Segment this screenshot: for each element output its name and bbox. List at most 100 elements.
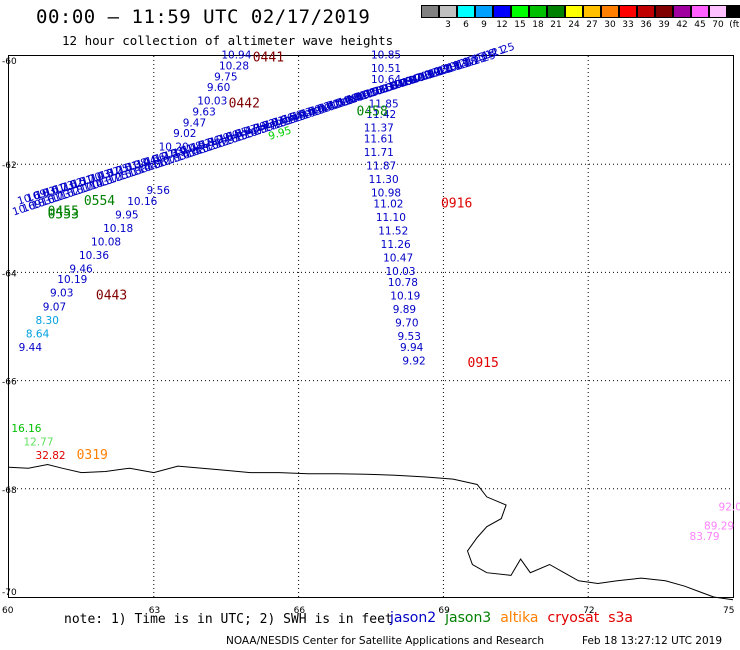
scale-bin: 42	[672, 5, 691, 30]
satellite-cryosat: cryosat	[547, 610, 600, 626]
scale-swatch	[708, 5, 727, 18]
swh-value: 10.94	[221, 50, 251, 62]
footnote: note: 1) Time is in UTC; 2) SWH is in fe…	[64, 612, 393, 627]
pass-time-label: 0441	[253, 50, 284, 65]
swh-value: 9.95	[115, 209, 138, 221]
scale-bin: 45	[690, 5, 709, 30]
swh-value: 10.85	[371, 50, 401, 62]
scale-bin: 36	[636, 5, 655, 30]
swh-value: 11.26	[381, 239, 411, 251]
swh-value: 12.77	[23, 437, 53, 449]
scale-swatch	[456, 5, 475, 18]
swh-value: 10.20	[159, 142, 189, 154]
swh-value: 9.03	[50, 288, 73, 300]
scale-swatch	[564, 5, 583, 18]
pass-time-label: 0916	[441, 196, 472, 211]
swh-value: 10.98	[371, 188, 401, 200]
scale-swatch	[528, 5, 547, 18]
swh-value: 9.75	[214, 71, 237, 83]
swh-value: 11.87	[366, 161, 396, 173]
scale-swatch	[654, 5, 673, 18]
swh-value: 11.02	[373, 198, 403, 210]
lat-label: -68	[2, 486, 17, 496]
scale-swatch	[600, 5, 619, 18]
pass-time-label: 0455	[48, 205, 79, 220]
swh-value: 10.36	[79, 250, 109, 262]
lon-label: 63	[149, 606, 160, 616]
swh-value: 8.64	[26, 328, 50, 340]
lon-label: 72	[583, 606, 594, 616]
pass-time-label: 0554	[84, 194, 115, 209]
swh-value: 11.85	[369, 98, 399, 110]
swh-value: 11.25	[465, 49, 497, 69]
scale-bin	[420, 5, 439, 30]
scale-swatch	[546, 5, 565, 18]
swh-value: 10.19	[57, 274, 87, 286]
swh-value: 11.10	[376, 212, 406, 224]
scale-label: 9	[481, 20, 487, 30]
scale-swatch	[690, 5, 709, 18]
scale-bin: 12	[492, 5, 511, 30]
scale-bin: 6	[456, 5, 475, 30]
scale-label: 36	[640, 20, 652, 30]
swh-value: 10.51	[371, 63, 401, 75]
scale-bin: 15	[510, 5, 529, 30]
lat-label: -62	[2, 161, 17, 171]
scale-label: 70	[712, 20, 724, 30]
map-frame: -60 -62 -64 -66 -68 -70 60 63 66 69 72 75 10.69 10.83…	[2, 41, 740, 616]
swh-value: 10.08	[91, 236, 121, 248]
swh-value: 10.78	[388, 277, 418, 289]
scale-swatch	[726, 5, 740, 18]
scale-label: 15	[514, 20, 526, 30]
swh-value: 89.29	[704, 520, 734, 532]
timestamp: Feb 18 13:27:12 UTC 2019	[582, 635, 722, 647]
scale-label: 42	[676, 20, 688, 30]
swh-value: 10.03	[385, 266, 415, 278]
swh-value: 11.52	[378, 226, 408, 238]
scale-bin: 33	[618, 5, 637, 30]
swh-value: 9.63	[192, 107, 215, 119]
pass-time-label: 0553	[48, 207, 79, 222]
scale-swatch	[582, 5, 601, 18]
lat-label: -64	[2, 269, 17, 279]
scale-bin: 39	[654, 5, 673, 30]
scale-bin: 18	[528, 5, 547, 30]
scale-label: 6	[463, 20, 469, 30]
scale-bin: (ft)	[726, 5, 740, 30]
scale-label: 27	[586, 20, 598, 30]
scale-swatch	[492, 5, 511, 18]
swh-value: 10.47	[383, 253, 413, 265]
page-title: 00:00 – 11:59 UTC 02/17/2019	[36, 6, 371, 28]
swh-value: 9.92	[402, 355, 425, 367]
scale-label: 39	[658, 20, 670, 30]
satellite-jason3: jason3	[445, 610, 492, 626]
scale-label: 12	[496, 20, 508, 30]
swh-value: 83.79	[690, 531, 720, 543]
scale-bin: 3	[438, 5, 457, 30]
lon-label: 75	[723, 606, 734, 616]
page-subtitle: 12 hour collection of altimeter wave hei…	[62, 33, 394, 48]
credit-text: NOAA/NESDIS Center for Satellite Applica…	[226, 635, 544, 647]
satellite-s3a: s3a	[608, 610, 633, 626]
swh-value: 11.37	[364, 123, 394, 135]
lat-label: -60	[2, 57, 17, 67]
satellite-altika: altika	[500, 610, 539, 626]
swh-value: 9.56	[147, 185, 171, 197]
swh-value: 11.71	[364, 147, 394, 159]
scale-swatch	[672, 5, 691, 18]
scale-swatch	[420, 5, 439, 18]
scale-label: 18	[532, 20, 544, 30]
pass-time-label: 0319	[77, 448, 108, 463]
scale-swatch	[618, 5, 637, 18]
scale-bin: 27	[582, 5, 601, 30]
swh-value: 9.94	[400, 342, 424, 354]
swh-value: 8.30	[36, 315, 59, 327]
swh-value: 10.18	[103, 223, 133, 235]
swh-value: 10.19	[390, 290, 420, 302]
scale-label: 30	[604, 20, 616, 30]
swh-value: 16.16	[11, 423, 41, 435]
swh-value: 9.02	[173, 128, 196, 140]
swh-value: 9.07	[43, 301, 66, 313]
scale-label: 3	[445, 20, 451, 30]
